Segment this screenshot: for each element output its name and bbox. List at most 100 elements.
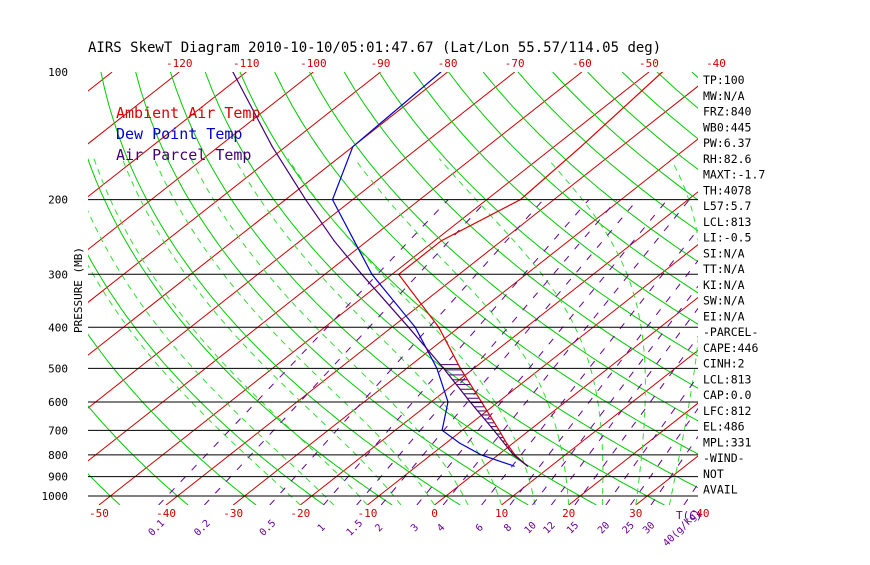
stability-index-item: SI:N/A [703, 246, 745, 260]
stability-index-item: -WIND- [703, 451, 745, 465]
series-point [440, 71, 441, 72]
stability-index-item: LI:-0.5 [703, 231, 751, 245]
pressure-tick-label: 700 [48, 424, 68, 437]
pressure-tick-label: 800 [48, 449, 68, 462]
mixing-ratio-label: 8 [502, 522, 514, 534]
stability-index-item: FRZ:840 [703, 105, 752, 119]
dry-adiabat-line [796, 72, 870, 505]
chart-title: AIRS SkewT Diagram 2010-10-10/05:01:47.6… [88, 40, 661, 56]
stability-index-item: -PARCEL- [703, 325, 758, 339]
sounding-series [232, 71, 663, 466]
dry-adiabat-line [0, 72, 120, 505]
series-point [506, 442, 507, 443]
top-temp-tick-label: -70 [505, 57, 525, 70]
stability-index-item: SW:N/A [703, 294, 745, 308]
x-axis-label: T(C) [676, 509, 703, 522]
mixing-ratio-line [323, 200, 588, 505]
isotherm-line [166, 72, 716, 505]
dry-adiabat-line [205, 72, 664, 505]
stability-index-item: TH:4078 [703, 183, 752, 197]
bottom-temp-tick-label: -50 [89, 507, 109, 520]
legend-entry: Dew Point Temp [116, 125, 242, 143]
stability-index-item: TT:N/A [703, 262, 745, 276]
pressure-tick-label: 600 [48, 396, 68, 409]
top-temp-tick-label: -90 [371, 57, 391, 70]
stability-index-item: LCL:813 [703, 215, 752, 229]
mixing-ratio-label: 20 [596, 520, 612, 536]
bottom-temp-tick-label: -10 [357, 507, 377, 520]
pressure-tick-label: 400 [48, 321, 68, 334]
dry-adiabat-line [240, 72, 733, 505]
y-axis-label: PRESSURE (MB) [72, 247, 85, 333]
mixing-ratio-label: 0.1 [147, 518, 168, 539]
stability-index-item: PW:6.37 [703, 136, 752, 150]
pressure-tick-label: 100 [48, 66, 68, 79]
series-line [399, 72, 663, 466]
mixing-ratio-line [204, 200, 487, 505]
legend-entry: Air Parcel Temp [116, 146, 251, 164]
mixing-ratio-label: 1 [316, 522, 328, 534]
series-point [459, 442, 460, 443]
stability-index-item: NOT [703, 467, 724, 481]
series-point [232, 71, 233, 72]
stability-index-item: MAXT:-1.7 [703, 168, 765, 182]
mixing-ratio-label: 10 [523, 520, 539, 536]
stability-index-item: TP:100 [703, 73, 745, 87]
bottom-temp-tick-label: 30 [629, 507, 642, 520]
mixing-ratio-label: 1.5 [345, 518, 366, 539]
series-ambient-air-temp [398, 71, 663, 466]
moist-adiabat-line [548, 159, 646, 505]
isotherm-line [502, 72, 870, 505]
series-point [352, 146, 353, 147]
stability-index-item: L57:5.7 [703, 199, 752, 213]
dry-adiabat-line [518, 72, 870, 505]
bottom-temp-tick-label: -30 [223, 507, 243, 520]
isotherm-line [0, 72, 112, 505]
mixing-ratio-label: 12 [541, 520, 557, 536]
series-point [514, 465, 515, 466]
moist-adiabat-line [122, 159, 401, 505]
top-temp-tick-label: -40 [706, 57, 726, 70]
top-temp-tick-label: -60 [572, 57, 592, 70]
isotherm-line [636, 72, 870, 505]
stability-index-item: WB0:445 [703, 120, 751, 134]
mixing-ratio-line [381, 200, 637, 505]
mixing-ratio-label: 2 [373, 522, 385, 534]
stability-index-item: MPL:331 [703, 435, 752, 449]
dry-adiabat-line [761, 72, 870, 505]
mixing-ratio-label: 3 [409, 522, 421, 534]
legend: Ambient Air Temp Dew Point Temp Air Parcel… [116, 104, 261, 164]
moist-adiabat-line [439, 159, 603, 505]
mixing-ratio-line [159, 200, 449, 505]
isotherm-line [0, 72, 45, 505]
pressure-tick-label: 1000 [42, 490, 69, 503]
stability-index-item: MW:N/A [703, 89, 745, 103]
pressure-tick-label: 900 [48, 471, 68, 484]
bottom-temp-tick-label: 0 [431, 507, 438, 520]
dry-adiabat-line [379, 72, 870, 505]
dry-adiabat-line [866, 72, 870, 505]
dry-adiabat-line [831, 72, 870, 505]
isotherm-line [837, 72, 870, 505]
mixing-ratio-label: 6 [474, 522, 486, 534]
isotherm-line [233, 72, 783, 505]
stability-index-item: CINH:2 [703, 357, 745, 371]
top-temp-tick-label: -80 [438, 57, 458, 70]
top-temp-tick-label: -50 [639, 57, 659, 70]
stability-indices-panel: TP:100MW:N/AFRZ:840WB0:445PW:6.37RH:82.6… [703, 73, 765, 497]
series-air-parcel-temp [232, 71, 528, 466]
legend-entry: Ambient Air Temp [116, 104, 261, 122]
series-point [353, 240, 354, 241]
series-point [272, 146, 273, 147]
stability-index-item: EL:486 [703, 420, 745, 434]
mixing-ratio-label: 25 [621, 520, 637, 536]
stability-index-item: KI:N/A [703, 278, 745, 292]
isotherm-line [32, 72, 582, 505]
dry-adiabat-line [657, 72, 870, 505]
pressure-tick-label: 200 [48, 194, 68, 207]
mixing-ratio-line [443, 200, 689, 505]
bottom-temp-tick-label: -20 [290, 507, 310, 520]
moist-adiabat-line [94, 159, 367, 505]
pressure-tick-label: 500 [48, 362, 68, 375]
